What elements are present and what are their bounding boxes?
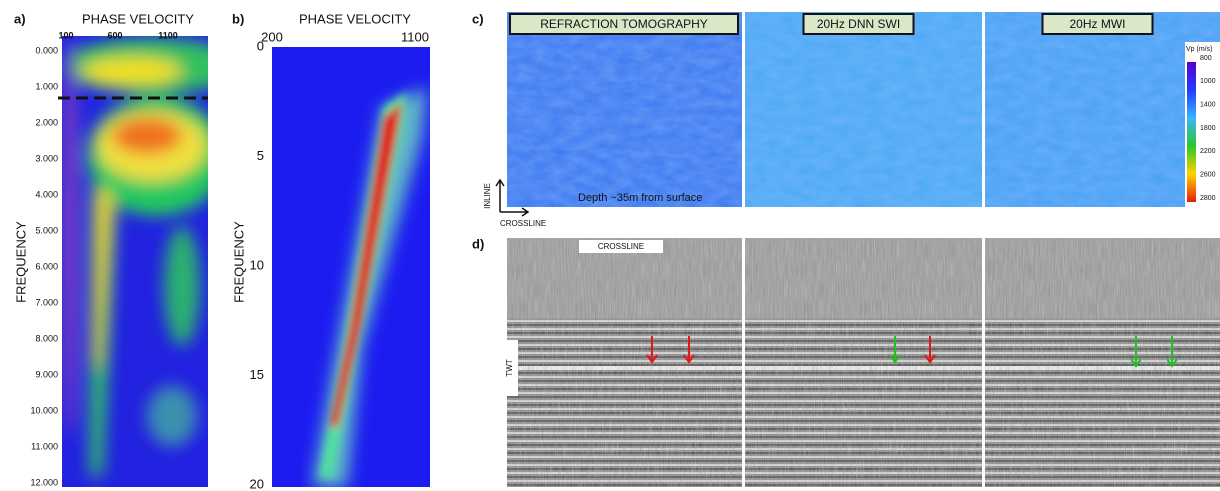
x-tick-label: 1100	[158, 30, 178, 40]
map-title: 20Hz DNN SWI	[817, 17, 900, 31]
colorbar-tick-label: 1000	[1200, 78, 1216, 85]
seismic-noise	[985, 238, 1220, 487]
dispersion-image	[272, 47, 430, 487]
colorbar	[1187, 62, 1196, 202]
twt-box	[500, 340, 518, 396]
crossline-box	[579, 240, 663, 253]
panel-label: d)	[472, 236, 484, 251]
velocity-texture	[745, 12, 982, 207]
y-tick-label: 10	[250, 257, 264, 272]
y-tick-label: 0.000	[35, 45, 58, 55]
colorbar-tick-label: 800	[1200, 55, 1212, 62]
y-tick-label: 20	[250, 476, 264, 491]
twt-label: TWT	[505, 359, 514, 376]
y-tick-label: 12.000	[30, 477, 58, 487]
panel-label: a)	[14, 11, 26, 26]
orientation-arrows	[495, 178, 530, 217]
colorbar-title: Vp (m/s)	[1186, 46, 1212, 53]
map-title-box	[802, 13, 915, 35]
x-title: PHASE VELOCITY	[82, 11, 194, 26]
x-tick-label: 600	[107, 30, 122, 40]
colorbar-tick-label: 2200	[1200, 148, 1216, 155]
y-tick-label: 0	[257, 38, 264, 53]
caption: Depth ~35m from surface	[578, 192, 702, 204]
y-tick-label: 15	[250, 367, 264, 382]
y-title: FREQUENCY	[13, 221, 28, 303]
y-tick-label: 4.000	[35, 189, 58, 199]
arrows	[646, 336, 1178, 368]
colorbar-tick-label: 2800	[1200, 195, 1216, 202]
map-title-box	[509, 13, 739, 35]
y-tick-label: 11.000	[31, 441, 58, 451]
colorbar-tick-label: 1400	[1200, 102, 1216, 109]
y-tick-label: 5	[257, 148, 264, 163]
y-tick-label: 3.000	[35, 153, 58, 163]
y-tick-label: 2.000	[35, 117, 58, 127]
y-title: FREQUENCY	[231, 221, 246, 303]
x-tick-label: 200	[261, 29, 283, 44]
x-title: PHASE VELOCITY	[299, 11, 411, 26]
y-tick-label: 1.000	[35, 81, 58, 91]
y-tick-label: 10.000	[30, 405, 58, 415]
inline-label: INLINE	[483, 183, 492, 209]
map-title: 20Hz MWI	[1069, 17, 1125, 31]
crossline-label: CROSSLINE	[500, 219, 546, 228]
y-tick-label: 9.000	[35, 369, 58, 379]
y-tick-label: 8.000	[35, 333, 58, 343]
seismic-noise	[745, 238, 982, 487]
map-title: REFRACTION TOMOGRAPHY	[540, 17, 708, 31]
y-tick-label: 5.000	[35, 225, 58, 235]
dispersion-image	[62, 36, 208, 487]
crossline-label: CROSSLINE	[598, 242, 644, 251]
y-tick-label: 7.000	[35, 297, 58, 307]
x-tick-label: 100	[58, 30, 73, 40]
y-tick-label: 6.000	[35, 261, 58, 271]
colorbar-tick-label: 1800	[1200, 125, 1216, 132]
velocity-texture	[507, 12, 742, 207]
x-tick-label: 1100	[401, 29, 429, 44]
map-title-box	[1041, 13, 1154, 35]
colorbar-tick-label: 2600	[1200, 172, 1216, 179]
velocity-texture	[985, 12, 1220, 207]
seismic-noise	[507, 238, 742, 487]
panel-label: c)	[472, 11, 484, 26]
panel-label: b)	[232, 11, 244, 26]
